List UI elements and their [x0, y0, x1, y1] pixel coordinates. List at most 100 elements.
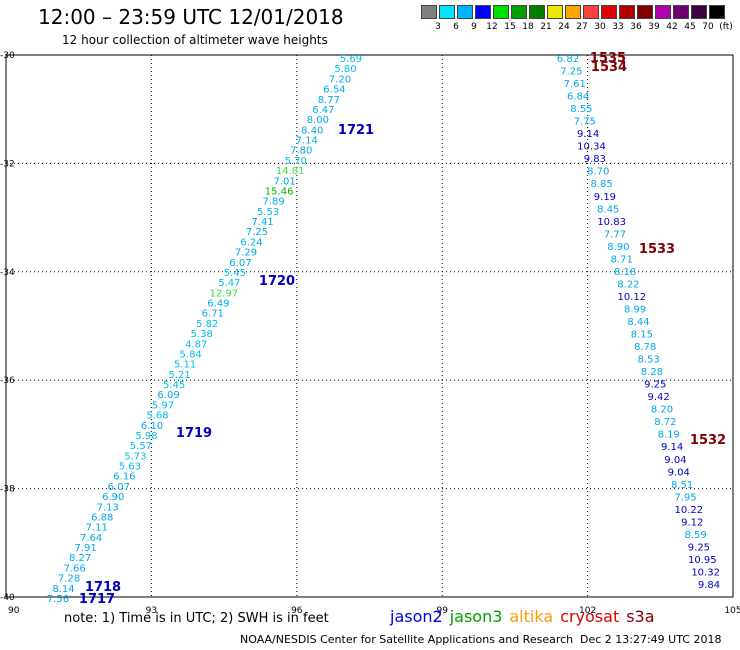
legend-swatch: [475, 5, 491, 19]
footer-note: note: 1) Time is in UTC; 2) SWH is in fe…: [64, 611, 329, 626]
swh-value: 7.95: [674, 492, 696, 503]
swh-value: 5.38: [191, 329, 213, 340]
swh-value: 7.11: [86, 523, 108, 534]
swh-value: 8.15: [631, 330, 653, 341]
lon-tick-label: 90: [8, 606, 20, 616]
swh-value: 10.83: [597, 217, 626, 228]
swh-value: 7.56: [47, 594, 69, 605]
lat-tick-label: -34: [0, 268, 15, 278]
swh-value: 8.19: [658, 430, 680, 441]
pass-time-label: 1532: [690, 433, 726, 448]
swh-value: 5.97: [152, 400, 174, 411]
swh-value: 12.97: [210, 288, 239, 299]
legend-label: 3: [435, 22, 441, 32]
legend-swatch: [457, 5, 473, 19]
legend-label: 27: [576, 22, 588, 32]
ground-track-east: 6.827.257.616.848.557.759.1410.349.838.7…: [557, 54, 720, 591]
map-subtitle: 12 hour collection of altimeter wave hei…: [62, 33, 328, 47]
swh-value: 7.91: [75, 543, 97, 554]
swh-value: 7.25: [246, 227, 268, 238]
swh-value: 9.25: [644, 380, 666, 391]
legend-label: 18: [522, 22, 534, 32]
swh-value: 8.72: [654, 417, 676, 428]
lon-tick-label: 96: [291, 606, 303, 616]
swh-value: 5.45: [224, 268, 246, 279]
footer-timestamp: Dec 2 13:27:49 UTC 2018: [580, 633, 722, 646]
legend-label: 30: [594, 22, 606, 32]
swh-value: 7.14: [296, 136, 318, 147]
swh-value: 10.32: [691, 567, 720, 578]
swh-value: 9.04: [668, 467, 690, 478]
swh-value: 7.25: [560, 67, 582, 78]
lon-tick-label: 93: [146, 606, 157, 616]
swh-value: 7.80: [290, 146, 312, 157]
swh-value: 9.12: [681, 517, 703, 528]
swh-value: 8.27: [69, 553, 91, 564]
swh-value: 8.53: [637, 355, 659, 366]
swh-value: 8.22: [617, 279, 639, 290]
legend-swatch: [709, 5, 725, 19]
swh-value: 9.25: [688, 542, 710, 553]
swh-value: 7.77: [604, 229, 626, 240]
lat-tick-label: -36: [0, 376, 15, 386]
swh-value: 14.81: [276, 166, 305, 177]
legend-swatch: [637, 5, 653, 19]
swh-value: 8.70: [587, 167, 609, 178]
swh-value: 5.84: [180, 349, 202, 360]
swh-value: 10.22: [675, 505, 704, 516]
swh-value: 8.55: [570, 104, 592, 115]
swh-value: 6.54: [323, 85, 345, 96]
swh-value: 9.04: [664, 455, 686, 466]
swh-value: 8.90: [607, 242, 629, 253]
swh-value: 8.99: [624, 304, 646, 315]
swh-value: 8.85: [590, 179, 612, 190]
swh-value: 5.80: [334, 64, 356, 75]
swh-value: 6.24: [240, 237, 262, 248]
swh-value: 6.49: [207, 299, 229, 310]
swh-value: 6.47: [312, 105, 334, 116]
swh-value: 5.53: [257, 207, 279, 218]
pass-time-label: 1718: [85, 580, 121, 595]
legend-label: 36: [630, 22, 642, 32]
legend-label: 15: [504, 22, 516, 32]
pass-time-label: 1719: [176, 426, 212, 441]
swh-value: 7.29: [235, 248, 257, 259]
swh-value: 8.59: [684, 530, 706, 541]
legend-label: 9: [471, 22, 477, 32]
satellite-altika: altika: [509, 607, 554, 626]
legend-swatch: [421, 5, 437, 19]
swh-value: 6.82: [557, 54, 579, 65]
swh-value: 4.87: [185, 339, 207, 350]
legend-label: 39: [648, 22, 660, 32]
legend-label: 45: [684, 22, 696, 32]
swh-value: 5.82: [196, 319, 218, 330]
swh-value: 9.83: [584, 154, 606, 165]
swh-value: 5.21: [168, 370, 190, 381]
lon-tick-label: 99: [436, 606, 448, 616]
swh-value: 6.84: [567, 92, 589, 103]
swh-value: 8.28: [641, 367, 663, 378]
legend-label: 42: [666, 22, 678, 32]
swh-value: 6.09: [157, 390, 179, 401]
satellite-key: jason2 jason3 altika cryosat s3a: [390, 607, 662, 626]
swh-value: 7.13: [97, 502, 119, 513]
legend-swatch: [439, 5, 455, 19]
legend-label: (ft): [719, 22, 733, 32]
swh-value: 6.16: [113, 472, 135, 483]
swh-value: 8.45: [597, 204, 619, 215]
footer-credit: NOAA/NESDIS Center for Satellite Applica…: [240, 633, 574, 646]
swh-value: 7.28: [58, 574, 80, 585]
legend-swatch: [583, 5, 599, 19]
swh-value: 8.20: [651, 405, 673, 416]
swh-value: 7.20: [329, 74, 351, 85]
swh-value: 8.51: [671, 480, 693, 491]
lon-tick-label: 102: [579, 606, 596, 616]
swh-value: 5.11: [174, 360, 196, 371]
swh-value: 8.00: [307, 115, 329, 126]
swh-value: 5.69: [340, 54, 362, 65]
pass-time-label: 1721: [338, 123, 374, 138]
swh-value: 7.61: [564, 79, 586, 90]
axis-labels: 90 93 96 99 102 105 -30 -32 -34 -36 -38 -40: [0, 51, 740, 616]
